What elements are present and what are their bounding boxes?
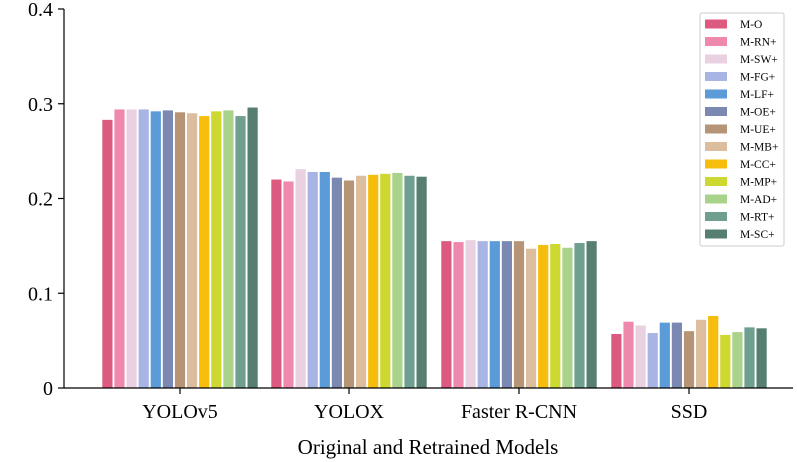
legend-swatch [705,89,727,99]
legend-label: M-LF+ [740,89,774,101]
bar [380,173,391,388]
y-tick-label: 0 [43,378,53,400]
bar [416,176,427,388]
bar [102,119,113,389]
legend-label: M-SW+ [740,54,778,66]
bar [150,111,161,388]
legend-swatch [705,159,727,169]
axes-layer: 0 0.1 0.2 0.3 0.4 YOLOv5 YOLOX Faster R-CNN SSD [28,0,793,423]
bar [235,116,246,388]
bar [392,172,403,388]
bar [295,169,306,388]
bar [526,248,537,388]
x-tick-label: YOLOX [314,401,385,423]
bar [708,315,719,388]
bar [319,171,330,388]
bar [453,242,464,388]
bar [187,113,198,388]
legend-label: M-SC+ [740,229,775,241]
y-tick-label: 0.2 [28,189,53,211]
bar [404,175,415,388]
y-tick-label: 0.1 [28,283,53,305]
bar [696,319,707,388]
bar [683,331,695,388]
bar [732,332,743,388]
x-tick-label: SSD [671,401,708,423]
bar [756,328,767,388]
bar [671,322,682,388]
legend-swatch [705,229,727,239]
bar [623,321,634,388]
legend-label: M-CC+ [740,159,776,171]
bar [538,244,549,388]
bar [368,174,379,388]
legend-swatch [705,212,727,221]
x-tick-label: Faster R-CNN [461,401,577,423]
legend-swatch [705,54,727,64]
bar [659,322,670,388]
bar [477,241,488,388]
bar [223,110,234,388]
bars-layer [102,107,767,389]
legend-label: M-MB+ [740,142,778,154]
bar [114,109,125,388]
bar [162,110,173,388]
bar [271,179,282,388]
legend-swatch [705,124,727,134]
bar [331,177,342,388]
bar [356,175,367,388]
legend: M-O M-RN+ M-SW+ M-FG+ M-LF+ M-OE+ M-UE+ M-MB+ M-… [699,12,785,247]
legend-frame [699,12,785,247]
legend-swatch [705,37,727,46]
bar [647,333,658,388]
legend-label: M-UE+ [740,124,776,136]
bar [283,181,294,388]
legend-swatch [705,177,727,186]
bar [138,109,149,388]
bar [465,240,476,388]
x-axis-title: Original and Retrained Models [298,435,559,459]
bar [343,180,355,388]
bar [199,116,210,388]
x-tick-label: YOLOv5 [142,401,218,423]
bar [562,247,573,388]
bar [550,243,561,388]
legend-swatch [705,19,727,29]
bar [211,111,222,388]
legend-label: M-MP+ [740,177,777,189]
legend-label: M-AD+ [740,194,777,206]
bar [441,241,452,388]
bar [126,109,137,388]
bar [744,327,755,388]
legend-swatch [705,194,727,204]
bar [501,241,512,388]
legend-label: M-O [740,19,762,31]
bar [513,241,525,388]
bar [489,241,500,388]
legend-label: M-OE+ [740,107,776,119]
bar [247,107,258,388]
legend-label: M-RN+ [740,37,777,49]
legend-swatch [705,107,727,116]
legend-label: M-RT+ [740,212,775,224]
bar [307,171,318,388]
y-tick-label: 0.3 [28,94,53,116]
bar [174,112,186,388]
bar [720,334,731,388]
bar [635,325,646,388]
y-tick-label: 0.4 [28,0,53,21]
legend-swatch [705,72,727,81]
legend-label: M-FG+ [740,72,775,84]
bar [574,243,585,388]
bar [611,333,622,388]
legend-swatch [705,142,727,151]
bar [586,241,597,388]
